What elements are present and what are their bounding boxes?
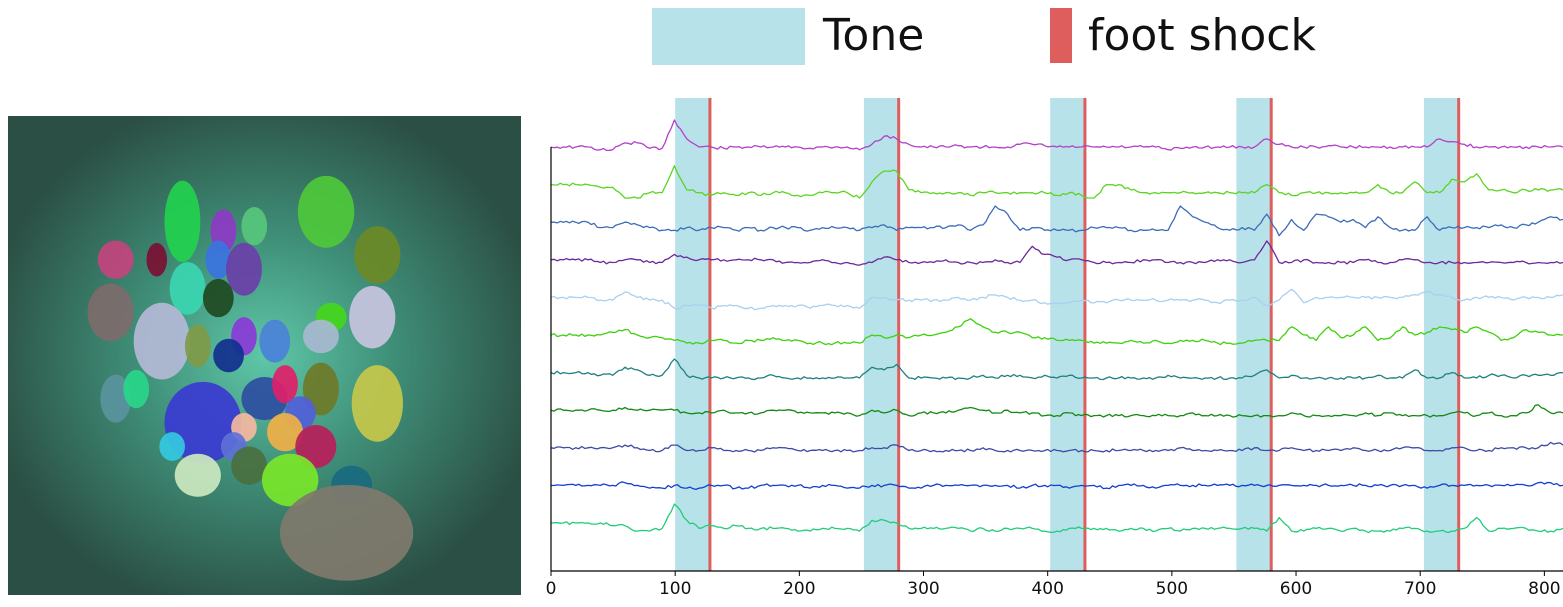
roi-12 (87, 283, 134, 342)
roi-2 (297, 175, 355, 248)
roi-27 (351, 365, 404, 442)
trace-4 (550, 240, 1563, 266)
tone-band-5 (1423, 98, 1459, 571)
legend-label-tone: Tone (823, 10, 925, 61)
roi-13 (133, 302, 191, 380)
roi-36 (261, 453, 319, 507)
roi-10 (169, 262, 206, 315)
tone-band-4 (1236, 98, 1272, 571)
legend-swatch-foot-shock (1050, 8, 1072, 63)
legend-label-foot-shock: foot shock (1088, 10, 1316, 61)
trace-9 (550, 441, 1563, 453)
x-tick-label-600: 600 (1280, 579, 1312, 599)
trace-3 (550, 205, 1563, 237)
roi-3 (354, 226, 401, 284)
tone-band-2 (863, 98, 899, 571)
x-tick-label-700: 700 (1404, 579, 1436, 599)
x-tick-label-400: 400 (1031, 579, 1063, 599)
x-tick-label-0: 0 (546, 579, 557, 599)
x-tick-label-500: 500 (1156, 579, 1188, 599)
roi-5 (146, 242, 168, 277)
x-tick-label-300: 300 (907, 579, 939, 599)
roi-25 (272, 365, 298, 404)
tone-band-1 (675, 98, 710, 571)
trace-8 (550, 404, 1563, 418)
tone-band-3 (1050, 98, 1085, 571)
trace-2 (550, 165, 1563, 199)
legend-swatch-tone (652, 8, 805, 65)
roi-20 (349, 286, 396, 349)
roi-14 (184, 324, 211, 368)
roi-32 (159, 432, 185, 461)
x-tick-label-100: 100 (659, 579, 691, 599)
roi-34 (174, 453, 221, 497)
x-tick-label-200: 200 (783, 579, 815, 599)
roi-31 (295, 424, 337, 469)
shock-markers (708, 98, 1461, 571)
legend: Tone foot shock (0, 0, 1563, 80)
roi-35 (231, 446, 268, 485)
roi-30 (267, 412, 303, 452)
roi-22 (123, 369, 150, 409)
trace-1 (550, 119, 1563, 152)
roi-11 (202, 278, 234, 318)
roi-17 (259, 319, 291, 363)
x-axis: 0 100 200 300 400 500 600 700 800 (546, 147, 1563, 599)
trace-7 (550, 358, 1563, 381)
roi-1 (164, 180, 201, 263)
roi-9 (226, 242, 262, 296)
trace-5 (550, 288, 1563, 311)
x-tick-label-800: 800 (1528, 579, 1560, 599)
traces (550, 119, 1563, 534)
roi-4 (97, 240, 134, 279)
roi-19 (302, 319, 339, 354)
calcium-imaging-roi-map (8, 116, 521, 595)
roi-21 (100, 374, 132, 423)
trace-6 (550, 318, 1563, 346)
roi-38 (279, 484, 414, 581)
trace-11 (550, 503, 1563, 534)
trace-10 (550, 481, 1563, 491)
tone-intervals (675, 98, 1459, 571)
roi-16 (213, 338, 244, 373)
roi-7 (241, 207, 268, 246)
roi-8 (205, 240, 232, 279)
